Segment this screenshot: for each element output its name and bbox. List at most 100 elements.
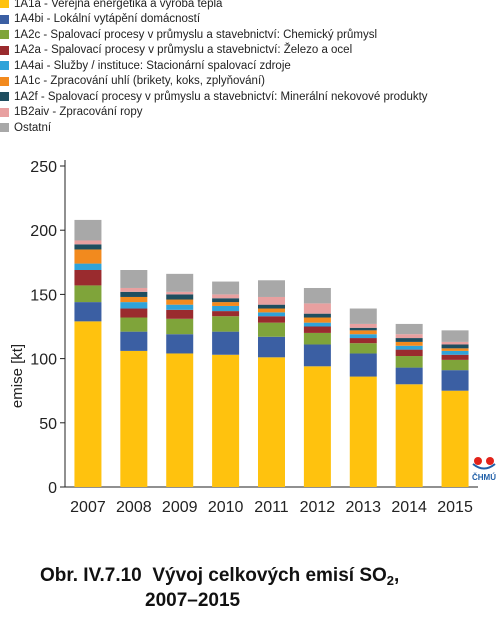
bar-segment [349,327,377,331]
bar-segment [258,357,285,487]
bar-segment [120,296,148,303]
legend-label: 1A2c - Spalovací procesy v průmyslu a st… [14,28,378,41]
bar-segment [395,356,423,368]
bar-segment [120,350,148,487]
legend: 1A1a - Veřejná energetika a výroba tepla… [0,0,428,136]
bar-segment [212,298,240,303]
bar-segment [166,318,194,335]
legend-swatch [0,61,9,71]
bar-segment [212,311,240,317]
bar-segment [120,287,148,292]
bar-segment [166,299,194,305]
bar-segment [74,249,102,264]
bar-segment [303,317,331,323]
bar-segment [74,244,102,250]
x-tick-label: 2009 [162,499,198,516]
x-tick-label: 2014 [391,499,427,516]
bar-segment [258,280,285,297]
bar-segment [74,302,102,322]
legend-item: 1A1a - Veřejná energetika a výroba tepla [0,0,428,12]
bar-segment [258,312,285,317]
bar-segment [395,345,423,350]
bar-segment [120,291,148,297]
bar-segment [258,296,285,305]
bar-segment [303,332,331,345]
bar-segment [441,344,469,349]
figure-caption: Obr. IV.7.10 Vývoj celkových emisí SO2, … [40,566,399,611]
bar-segment [303,326,331,333]
bar-segment [258,308,285,313]
legend-item: Ostatní [0,120,428,136]
bar-segment [441,330,469,342]
legend-label: 1A2a - Spalovací procesy v průmyslu a st… [14,44,353,57]
bar-segment [441,348,469,351]
legend-item: 1A4ai - Služby / instituce: Stacionární … [0,58,428,74]
bar-segment [441,354,469,360]
legend-label: 1A4ai - Služby / instituce: Stacionární … [14,59,291,72]
bar-segment [120,302,148,309]
bar-segment [166,309,194,319]
bar-segment [303,313,331,318]
bar-segment [120,317,148,332]
bar-segment [212,305,240,312]
y-tick-label: 100 [30,352,57,369]
bar-segment [258,316,285,323]
legend-label: 1A2f - Spalovací procesy v průmyslu a st… [14,90,428,103]
legend-swatch [0,14,9,24]
legend-swatch [0,76,9,86]
bar-segment [395,338,423,342]
bar-segment [212,354,240,487]
y-tick-label: 150 [30,287,57,304]
bar-segment [212,281,240,295]
y-tick-label: 0 [48,480,57,497]
bar-segment [395,349,423,357]
bar-segment [166,294,194,300]
bar-segment [441,370,469,391]
bar-segment [349,308,377,324]
bar-segment [166,273,194,292]
bar-segment [349,343,377,354]
bar-segment [74,321,102,487]
bar-segment [395,341,423,346]
chmu-logo: ČHMÚ [470,455,498,483]
bar-segment [349,376,377,487]
stacked-bar-chart: emise [kt] 0 50 100 150 200 250 2007 2008 2009 20… [9,159,478,516]
bar-segment [212,316,240,332]
legend-swatch [0,107,9,117]
bar-segment [395,384,423,487]
x-tick-label: 2010 [208,499,244,516]
bar-segment [258,322,285,337]
legend-item: 1A2c - Spalovací procesy v průmyslu a st… [0,27,428,43]
legend-swatch [0,45,9,55]
bar-segment [395,323,423,335]
bar-segment [303,322,331,327]
x-tick-label: 2008 [116,499,152,516]
caption-title: Vývoj celkových emisí SO [152,565,387,586]
legend-item: 1B2aiv - Zpracování ropy [0,105,428,121]
bar-segment [74,219,102,241]
y-tick-label: 50 [39,416,57,433]
plot-area: 0 50 100 150 200 250 2007 2008 2009 2010 2011 2012 2… [30,159,478,516]
bar-segment [212,331,240,355]
bar-segment [258,304,285,309]
legend-item: 1A4bi - Lokální vytápění domácností [0,12,428,28]
bar-segment [74,270,102,286]
y-tick-label: 200 [30,223,57,240]
legend-swatch [0,30,9,40]
caption-prefix: Obr. IV.7.10 [40,565,142,586]
legend-label: 1A1a - Veřejná energetika a výroba tepla [14,0,223,10]
bar-segment [74,240,102,245]
caption-years: 2007–2015 [145,590,241,611]
bar-segment [441,359,469,371]
y-tick-label: 250 [30,159,57,176]
bar-segment [212,294,240,299]
bar-segment [349,338,377,344]
bar-segment [120,270,148,288]
legend-swatch [0,123,9,133]
bar-segment [349,334,377,339]
bar-segment [120,308,148,318]
bar-segment [395,334,423,339]
x-tick-label: 2015 [437,499,473,516]
bar-segment [303,344,331,367]
legend-swatch [0,0,9,9]
